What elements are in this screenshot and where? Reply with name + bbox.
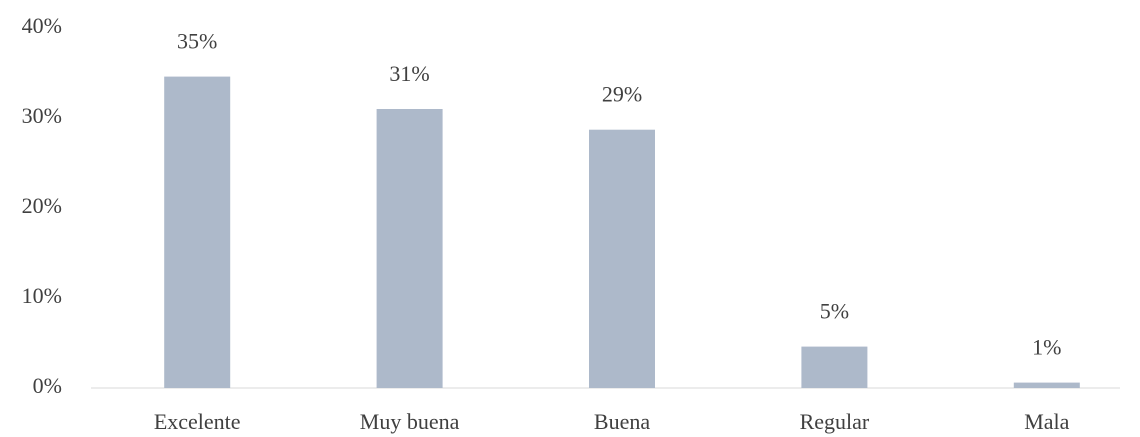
data-label: 1%: [1032, 335, 1061, 360]
x-tick-label: Mala: [1024, 409, 1069, 434]
bar: [1013, 382, 1080, 388]
x-tick-label: Regular: [800, 409, 870, 434]
data-label: 5%: [820, 299, 849, 324]
x-tick-label: Muy buena: [360, 409, 460, 434]
y-tick-label: 0%: [33, 373, 62, 398]
data-label: 35%: [177, 29, 217, 54]
bar: [164, 76, 231, 388]
bar: [376, 109, 443, 388]
x-tick-label: Excelente: [154, 409, 241, 434]
data-label: 31%: [389, 61, 429, 86]
x-tick-label: Buena: [594, 409, 650, 434]
y-tick-label: 30%: [22, 103, 62, 128]
y-tick-label: 20%: [22, 193, 62, 218]
y-tick-label: 40%: [22, 13, 62, 38]
bar: [589, 129, 655, 388]
bar: [801, 346, 868, 388]
data-label: 29%: [602, 82, 642, 107]
y-tick-label: 10%: [22, 283, 62, 308]
